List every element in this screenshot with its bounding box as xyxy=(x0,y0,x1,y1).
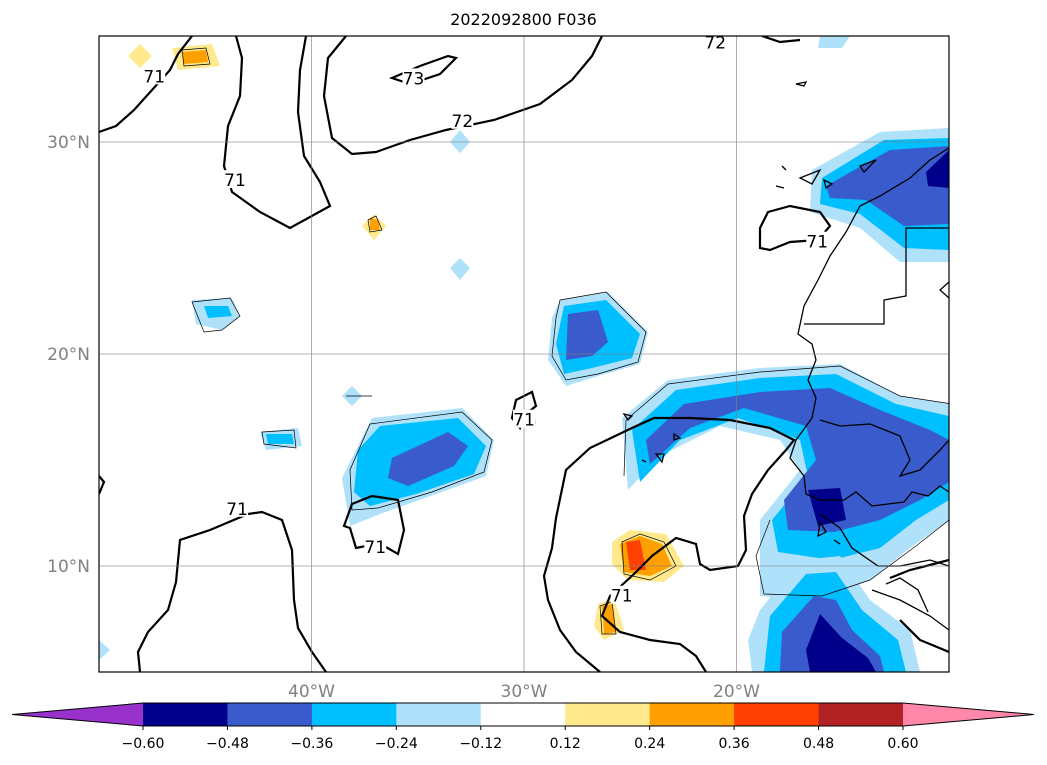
colorbar-extend-high xyxy=(903,703,1034,726)
contour-label-background xyxy=(610,585,633,604)
colorbar-tick-label: −0.60 xyxy=(122,736,165,752)
colorbar-tick-label: 0.48 xyxy=(803,736,834,752)
longitude-ticks: 40°W 30°W 20°W xyxy=(288,682,760,702)
lat-tick-label: 30°N xyxy=(47,133,90,153)
colorbar-bin xyxy=(734,703,820,726)
contour-label-background xyxy=(704,36,727,51)
lat-tick-label: 10°N xyxy=(47,557,90,577)
shaded-field-negative xyxy=(99,36,949,672)
contour-labels: 71 73 72 72 71 71 71 71 71 71 xyxy=(143,33,829,607)
contour-label-background xyxy=(364,536,387,555)
contour-label: 71 xyxy=(143,67,165,87)
contour-label: 71 xyxy=(806,233,828,253)
lon-tick-label: 40°W xyxy=(288,682,335,702)
contour-label: 71 xyxy=(224,171,246,191)
colorbar-bin xyxy=(227,703,313,726)
contour-label-background xyxy=(451,110,474,129)
contour-label-background xyxy=(226,498,249,517)
colorbar-bin xyxy=(480,703,566,726)
colorbar: −0.60 −0.48 −0.36 −0.24 −0.12 0.12 0.24 0.36 0.4… xyxy=(11,702,1035,752)
shade-outlines xyxy=(181,47,949,635)
contour-label: 71 xyxy=(513,411,535,431)
colorbar-bin xyxy=(818,703,904,726)
colorbar-tick-label: 0.12 xyxy=(550,736,581,752)
colorbar-tick-label: −0.48 xyxy=(206,736,249,752)
contour-label: 71 xyxy=(226,500,248,520)
map-title: 2022092800 F036 xyxy=(450,10,597,29)
colorbar-extend-low xyxy=(12,703,143,726)
graticule xyxy=(99,36,949,672)
contour-label: 72 xyxy=(452,112,474,132)
contour-label: 73 xyxy=(403,69,425,89)
colorbar-tick-label: −0.24 xyxy=(375,736,418,752)
contour-label-background xyxy=(143,66,166,85)
contour-label: 71 xyxy=(364,538,386,558)
contour-label-background xyxy=(806,231,829,250)
contour-label-background xyxy=(513,409,535,428)
colorbar-tick-label: 0.24 xyxy=(634,736,665,752)
colorbar-tick-label: −0.36 xyxy=(290,736,333,752)
colorbar-tick-label: 0.36 xyxy=(719,736,750,752)
contour-label: 71 xyxy=(611,587,633,607)
colorbar-bin xyxy=(143,703,228,726)
colorbar-bin xyxy=(649,703,735,726)
colorbar-tick-label: 0.60 xyxy=(887,736,918,752)
contour-label-background xyxy=(224,170,246,189)
contours xyxy=(99,36,949,672)
plot-frame xyxy=(98,35,950,673)
contour-label: 72 xyxy=(704,33,726,53)
colorbar-tick-label: −0.12 xyxy=(459,736,502,752)
lat-tick-label: 20°N xyxy=(47,345,90,365)
colorbar-bin xyxy=(311,703,397,726)
colorbar-bin xyxy=(565,703,651,726)
latitude-ticks: 10°N 20°N 30°N xyxy=(47,133,90,577)
contour-label-background xyxy=(402,68,425,87)
lon-tick-label: 30°W xyxy=(501,682,548,702)
lon-tick-label: 20°W xyxy=(713,682,760,702)
colorbar-bin xyxy=(396,703,482,726)
